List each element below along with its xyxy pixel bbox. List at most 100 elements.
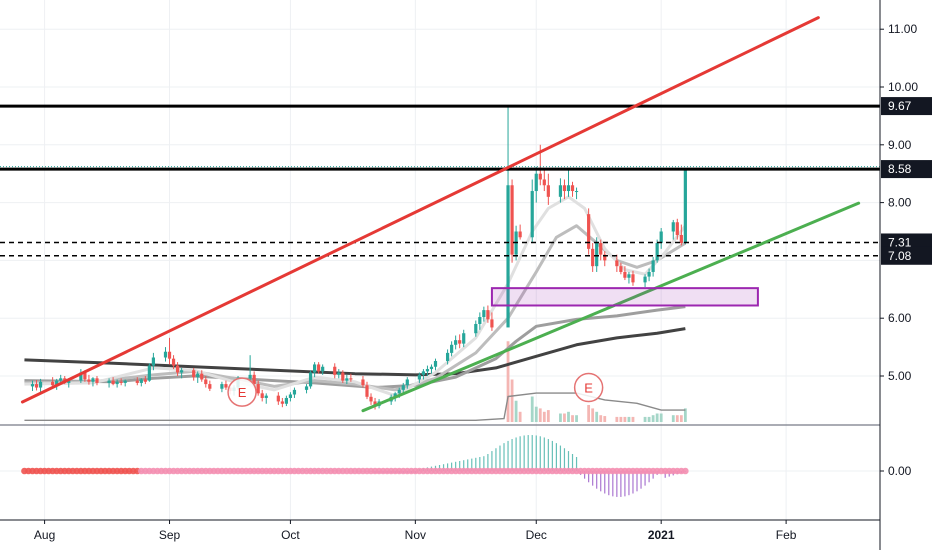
- candle-body: [284, 397, 288, 404]
- volume-bar: [631, 416, 635, 422]
- candle-body: [67, 380, 71, 383]
- volume-bar: [623, 416, 627, 422]
- candle-body: [308, 372, 313, 387]
- candle-body: [171, 358, 176, 366]
- trend-line: [361, 201, 861, 413]
- candle-body: [421, 371, 426, 375]
- candle-body: [623, 271, 627, 278]
- volume-bar: [563, 413, 566, 422]
- trend-lines: [20, 16, 861, 413]
- candle-body: [478, 317, 482, 324]
- candle-body: [647, 271, 651, 277]
- volume-bar: [651, 415, 655, 422]
- candle-body: [562, 185, 567, 192]
- price-tag-label: 7.31: [888, 235, 912, 249]
- candle-body: [546, 185, 550, 197]
- volume-bar: [643, 416, 647, 422]
- earnings-marker: [227, 377, 257, 407]
- support-zone-box: [490, 287, 759, 307]
- candle-body: [603, 254, 607, 261]
- price-tick-label: 5.00: [888, 369, 912, 383]
- candle-body: [204, 379, 208, 385]
- volume-bar: [538, 408, 542, 422]
- volume-bar: [679, 415, 683, 422]
- candle-body: [175, 365, 180, 373]
- volume-bar: [659, 413, 663, 422]
- volume-bar: [675, 415, 679, 422]
- candle-body: [321, 366, 325, 372]
- candle-body: [280, 401, 284, 404]
- candle-body: [341, 372, 345, 381]
- candle-body: [143, 379, 147, 382]
- candle-body: [369, 396, 373, 402]
- candle-body: [615, 260, 619, 267]
- volume-bar: [530, 396, 534, 422]
- candle-body: [119, 381, 123, 383]
- candle-body: [458, 340, 462, 344]
- candle-body: [30, 384, 35, 387]
- candle-body: [405, 379, 409, 386]
- candle-body: [292, 389, 297, 395]
- candle-body: [373, 401, 377, 407]
- volume-bars: [24, 341, 687, 422]
- candle-body: [349, 378, 353, 380]
- candle-body: [619, 266, 623, 272]
- candle-body: [462, 333, 466, 344]
- earnings-marker-label: E: [238, 385, 247, 400]
- volume-bar: [671, 415, 675, 422]
- candle-body: [538, 173, 542, 180]
- candle-body: [655, 243, 659, 261]
- volume-bar: [518, 411, 522, 422]
- volume-bar: [603, 416, 607, 422]
- price-tick-label: 10.00: [888, 80, 918, 94]
- candle-body: [595, 243, 599, 267]
- price-tag: [881, 97, 932, 116]
- candle-body: [474, 323, 478, 334]
- volume-bar: [627, 416, 631, 422]
- candle-body: [454, 340, 458, 345]
- candle-body: [200, 373, 204, 380]
- candle-body: [224, 384, 228, 388]
- volume-bar: [514, 400, 518, 422]
- candle-body: [659, 231, 663, 244]
- candle-body: [163, 351, 168, 358]
- price-tick-label: 6.00: [888, 311, 912, 325]
- candle-body: [393, 393, 397, 397]
- volume-bar: [595, 411, 599, 422]
- candle-body: [317, 364, 321, 372]
- candle-body: [304, 386, 309, 390]
- candle-body: [599, 243, 603, 255]
- time-tick-label: Nov: [405, 528, 426, 542]
- time-tick-label: Sep: [159, 528, 181, 542]
- earnings-marker: [573, 372, 604, 403]
- candle-body: [83, 372, 87, 380]
- volume-bar: [542, 411, 546, 422]
- oscillator-pane: [0, 424, 880, 497]
- candle-body: [530, 191, 534, 238]
- candle-body: [450, 344, 454, 353]
- candle-body: [486, 310, 490, 320]
- candle-body: [558, 185, 563, 197]
- candle-body: [91, 378, 95, 382]
- volume-bar: [599, 415, 603, 422]
- volume-bar: [683, 408, 687, 422]
- candle-body: [365, 385, 369, 397]
- candle-body: [111, 380, 115, 385]
- candle-body: [333, 366, 337, 375]
- volume-bar: [619, 416, 623, 422]
- candle-body: [651, 260, 655, 272]
- candle-body: [192, 370, 196, 378]
- candle-body: [574, 191, 579, 193]
- moving-average-line: [24, 224, 687, 392]
- candle-body: [135, 380, 139, 383]
- candle-body: [38, 381, 43, 388]
- volume-bar: [575, 415, 578, 422]
- candle-body: [361, 379, 365, 386]
- candle-body: [417, 374, 421, 380]
- price-tick-label: 11.00: [888, 22, 917, 36]
- grid: [0, 0, 880, 520]
- candle-body: [587, 214, 591, 249]
- time-tick-label: Feb: [776, 528, 797, 542]
